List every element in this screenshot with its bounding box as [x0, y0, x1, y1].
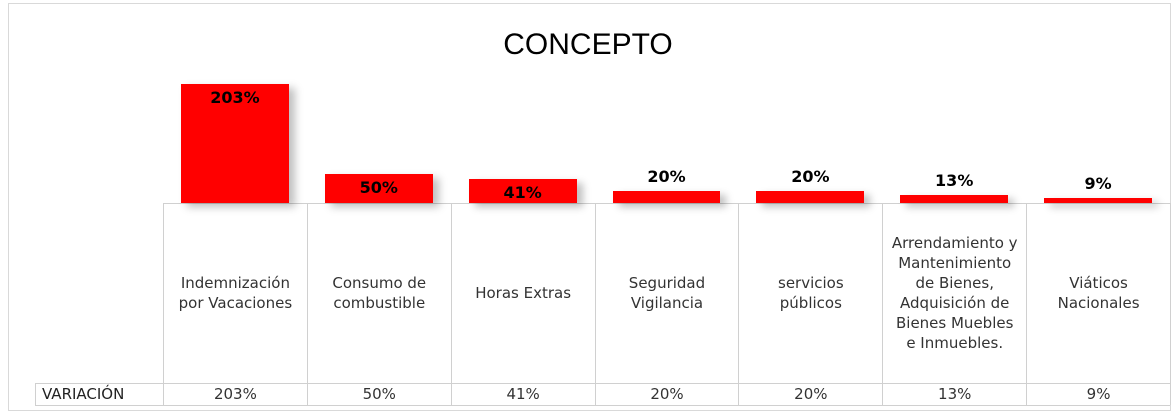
table-line [35, 383, 1170, 384]
x-tick-label: Viáticos Nacionales [1026, 203, 1170, 383]
table-row-label: VARIACIÓN [35, 383, 163, 405]
data-label: 13% [935, 171, 974, 191]
data-label: 20% [647, 167, 686, 187]
data-label: 9% [1084, 173, 1112, 193]
x-tick-label: Arrendamiento y Mantenimiento de Bienes,… [882, 203, 1026, 383]
x-tick-label: Consumo de combustible [306, 203, 451, 383]
table-line [163, 203, 1170, 204]
data-label: 203% [210, 88, 260, 107]
table-value: 203% [163, 383, 307, 405]
bar [181, 84, 289, 203]
table-value: 9% [1026, 383, 1170, 405]
table-value: 41% [450, 383, 595, 405]
table-value: 13% [882, 383, 1026, 405]
x-tick-label: servicios públicos [738, 203, 882, 383]
table-value: 20% [594, 383, 739, 405]
bar [324, 173, 433, 203]
bar [900, 195, 1009, 203]
x-tick-label: Horas Extras [450, 203, 595, 383]
table-value: 50% [306, 383, 451, 405]
bar [756, 191, 865, 203]
table-value: 20% [738, 383, 882, 405]
bar [468, 178, 577, 203]
x-tick-label: Indemnización por Vacaciones [163, 203, 307, 383]
data-label: 41% [503, 182, 542, 202]
bar [1044, 197, 1152, 203]
table-line [1170, 203, 1171, 405]
data-label: 20% [791, 167, 830, 187]
chart-title: CONCEPTO [503, 28, 673, 61]
x-tick-label: Seguridad Vigilancia [594, 203, 739, 383]
table-line [35, 405, 1170, 406]
bar [612, 191, 721, 203]
data-label: 50% [359, 177, 398, 197]
